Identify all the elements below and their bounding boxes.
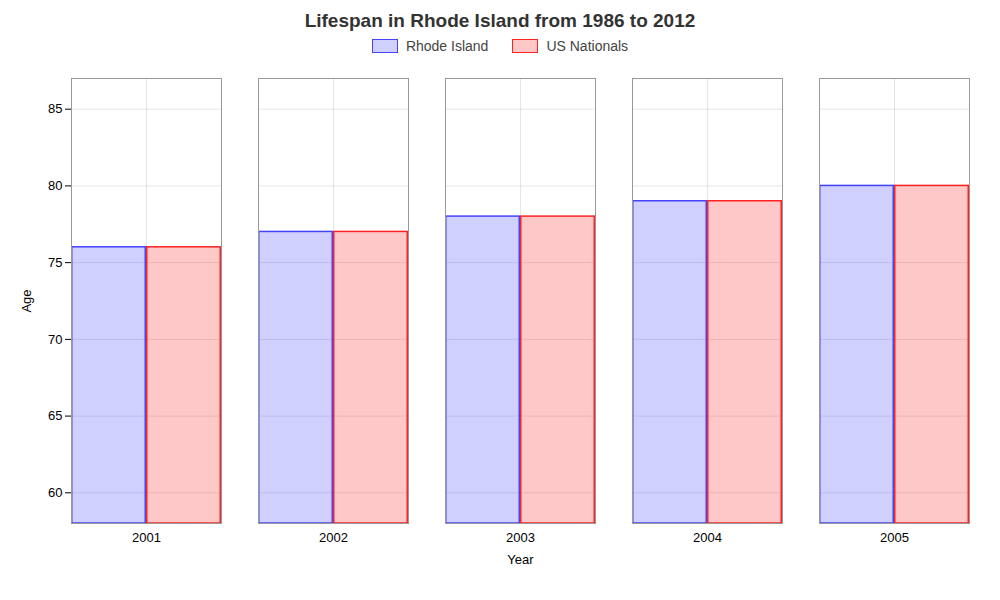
svg-text:60: 60 [48,485,62,500]
svg-text:2002: 2002 [319,530,348,545]
html-text:Lifespan in Rhode Island from: Lifespan in Rhode Island from 1986 to 20… [304,10,696,31]
svg-text:Age: Age [19,289,34,312]
html-text:Rhode Island: Rhode Island [405,38,489,54]
svg-text:2003: 2003 [506,530,535,545]
html-text:US Nationals: US Nationals [546,38,629,54]
svg-text:70: 70 [48,332,62,347]
svg-text:2001: 2001 [132,530,161,545]
svg-text:Year: Year [507,552,534,567]
svg-text:65: 65 [48,408,62,423]
svg-text:80: 80 [48,178,62,193]
svg-text:2004: 2004 [693,530,722,545]
svg-text:75: 75 [48,255,62,270]
svg-text:2005: 2005 [880,530,909,545]
svg-text:85: 85 [48,101,62,116]
